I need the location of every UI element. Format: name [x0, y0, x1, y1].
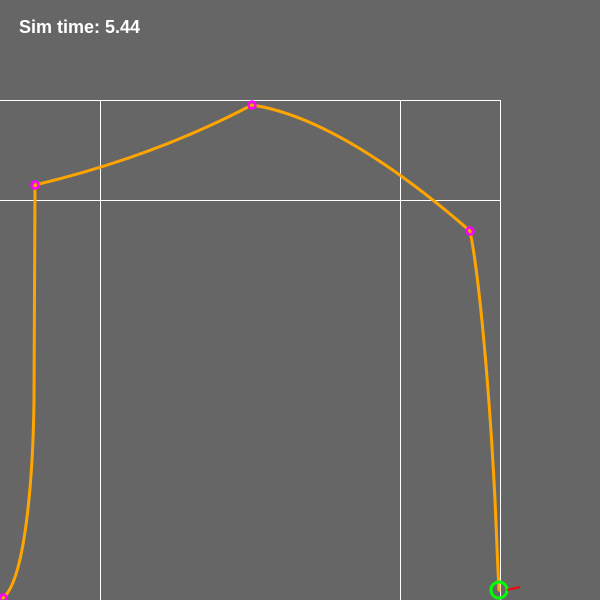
trajectory-path [1, 103, 501, 600]
waypoint-marker-icon [247, 100, 257, 110]
waypoint-markers [0, 100, 475, 600]
waypoint-marker-icon [0, 593, 8, 600]
agent [489, 580, 521, 600]
heading-arrow-icon [506, 586, 521, 591]
waypoint-marker-icon [30, 180, 40, 190]
sim-time-label: Sim time: 5.44 [19, 17, 141, 37]
waypoint-marker-icon [465, 226, 475, 236]
grid [0, 100, 501, 600]
